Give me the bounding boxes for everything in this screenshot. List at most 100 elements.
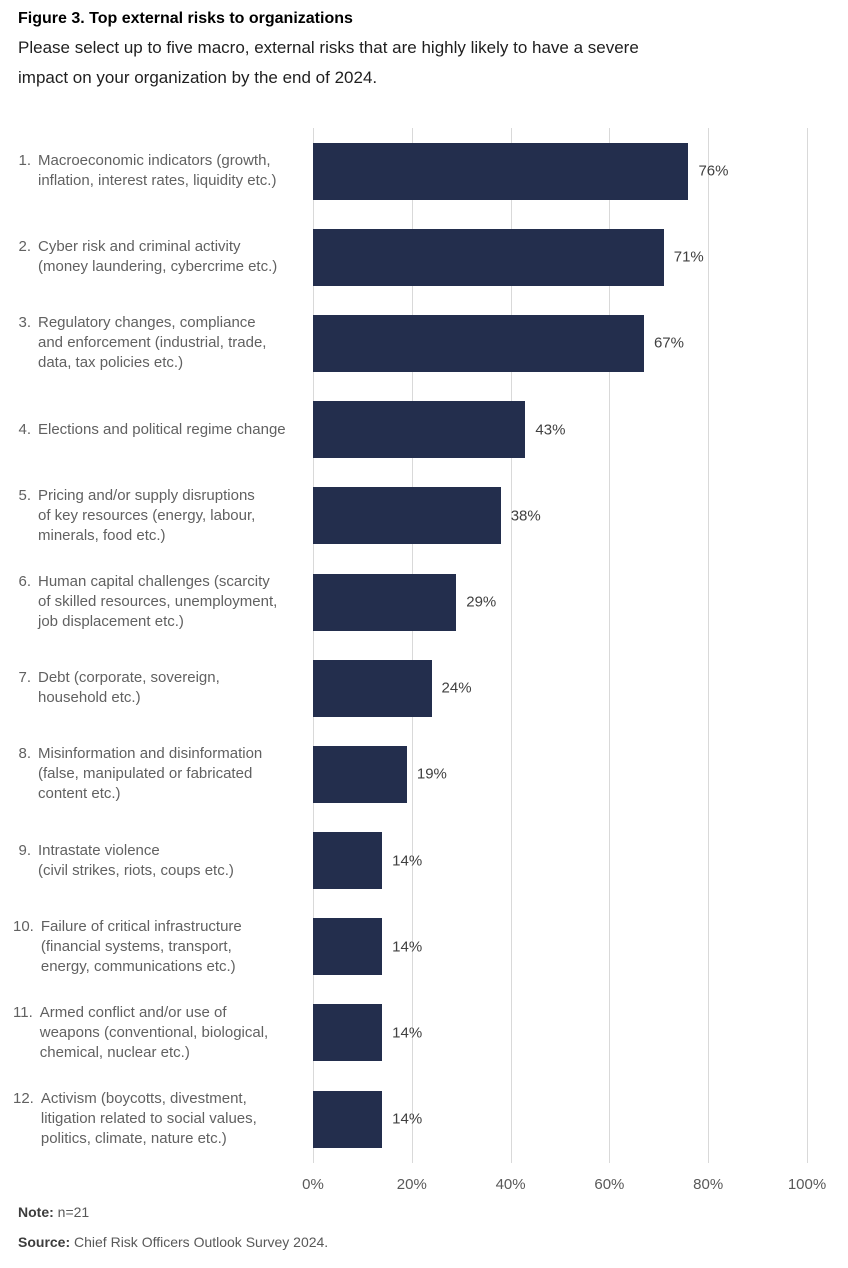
category-cell: 9. Intrastate violence (civil strikes, r… bbox=[0, 841, 313, 881]
gridline bbox=[313, 128, 314, 1163]
category-label: Activism (boycotts, divestment, litigati… bbox=[40, 1090, 257, 1148]
value-label: 14% bbox=[392, 938, 423, 956]
figure-subtitle: Please select up to five macro, external… bbox=[18, 38, 639, 87]
category-number: 2. bbox=[18, 238, 31, 256]
category-label: Macroeconomic indicators (growth, inflat… bbox=[38, 152, 277, 190]
note-label: Note: bbox=[18, 1204, 54, 1220]
category-number: 11. bbox=[13, 1003, 33, 1021]
bar-cell: 43% bbox=[313, 401, 807, 459]
bar bbox=[313, 659, 432, 717]
category-label: Failure of critical infrastructure (fina… bbox=[40, 917, 242, 975]
category-cell: 3. Regulatory changes, compliance and en… bbox=[0, 313, 313, 373]
bar bbox=[313, 228, 664, 286]
bar-cell: 24% bbox=[313, 659, 807, 717]
x-tick-label: 0% bbox=[302, 1176, 324, 1193]
x-tick-label: 40% bbox=[495, 1176, 526, 1193]
x-tick-label: 20% bbox=[396, 1176, 427, 1193]
category-label: Intrastate violence (civil strikes, riot… bbox=[38, 841, 234, 879]
category-cell: 2. Cyber risk and criminal activity (mon… bbox=[0, 237, 313, 277]
bar bbox=[313, 832, 383, 890]
figure-header: Figure 3. Top external risks to organiza… bbox=[18, 8, 834, 93]
value-label: 14% bbox=[392, 852, 423, 870]
category-cell: 8. Misinformation and disinformation (fa… bbox=[0, 744, 313, 804]
table-row: 10. Failure of critical infrastructure (… bbox=[0, 904, 848, 990]
category-cell: 4. Elections and political regime change bbox=[0, 420, 313, 440]
bar-chart: 1. Macroeconomic indicators (growth, inf… bbox=[0, 128, 848, 1193]
bar-cell: 29% bbox=[313, 573, 807, 631]
bar-cell: 14% bbox=[313, 1004, 807, 1062]
category-cell: 7. Debt (corporate, sovereign, household… bbox=[0, 668, 313, 708]
gridline bbox=[411, 128, 413, 1163]
value-label: 24% bbox=[441, 679, 472, 697]
source-text: Chief Risk Officers Outlook Survey 2024. bbox=[74, 1234, 329, 1250]
category-cell: 11. Armed conflict and/or use of weapons… bbox=[0, 1003, 313, 1063]
category-number: 4. bbox=[18, 420, 31, 438]
value-label: 29% bbox=[466, 593, 497, 611]
source-label: Source: bbox=[18, 1234, 71, 1250]
table-row: 3. Regulatory changes, compliance and en… bbox=[0, 300, 848, 386]
table-row: 2. Cyber risk and criminal activity (mon… bbox=[0, 214, 848, 300]
value-label: 14% bbox=[392, 1024, 423, 1042]
category-number: 3. bbox=[18, 314, 31, 332]
bar bbox=[313, 1004, 383, 1062]
x-tick-label: 60% bbox=[594, 1176, 625, 1193]
table-row: 1. Macroeconomic indicators (growth, inf… bbox=[0, 128, 848, 214]
category-number: 5. bbox=[18, 486, 31, 504]
note-text: n=21 bbox=[57, 1204, 90, 1220]
bar bbox=[313, 918, 383, 976]
source-line: Source: Chief Risk Officers Outlook Surv… bbox=[18, 1234, 328, 1250]
bar bbox=[313, 1090, 383, 1148]
category-cell: 12. Activism (boycotts, divestment, liti… bbox=[0, 1089, 313, 1149]
value-label: 14% bbox=[392, 1110, 423, 1128]
category-number: 10. bbox=[13, 917, 34, 935]
category-label: Armed conflict and/or use of weapons (co… bbox=[39, 1003, 269, 1061]
figure-title: Figure 3. Top external risks to organiza… bbox=[18, 10, 353, 27]
table-row: 12. Activism (boycotts, divestment, liti… bbox=[0, 1076, 848, 1162]
category-label: Regulatory changes, compliance and enfor… bbox=[38, 314, 267, 372]
bar-cell: 67% bbox=[313, 314, 807, 372]
value-label: 71% bbox=[673, 248, 704, 266]
value-label: 67% bbox=[653, 334, 684, 352]
value-label: 38% bbox=[510, 507, 541, 525]
category-number: 8. bbox=[18, 745, 31, 763]
gridline bbox=[807, 128, 808, 1163]
category-cell: 5. Pricing and/or supply disruptions of … bbox=[0, 486, 313, 546]
bar bbox=[313, 401, 526, 459]
bar-cell: 71% bbox=[313, 228, 807, 286]
bar-cell: 14% bbox=[313, 918, 807, 976]
table-row: 11. Armed conflict and/or use of weapons… bbox=[0, 990, 848, 1076]
category-number: 1. bbox=[18, 152, 31, 170]
bar-cell: 76% bbox=[313, 142, 807, 200]
bar bbox=[313, 573, 457, 631]
x-axis: 0% 20% 40% 60% 80% 100% bbox=[302, 1176, 826, 1196]
table-row: 6. Human capital challenges (scarcity of… bbox=[0, 559, 848, 645]
table-row: 5. Pricing and/or supply disruptions of … bbox=[0, 473, 848, 559]
x-tick-label: 100% bbox=[787, 1176, 827, 1193]
category-label: Debt (corporate, sovereign, household et… bbox=[38, 669, 220, 707]
category-number: 12. bbox=[13, 1090, 34, 1108]
category-number: 6. bbox=[18, 573, 31, 591]
bar bbox=[313, 487, 501, 545]
table-row: 4. Elections and political regime change… bbox=[0, 387, 848, 473]
category-label: Cyber risk and criminal activity (money … bbox=[38, 238, 278, 276]
plot-area bbox=[313, 128, 808, 1163]
value-label: 19% bbox=[416, 765, 447, 783]
bar-cell: 19% bbox=[313, 745, 807, 803]
gridline bbox=[609, 128, 611, 1163]
bar-cell: 14% bbox=[313, 832, 807, 890]
value-label: 76% bbox=[698, 162, 729, 180]
bar bbox=[313, 745, 407, 803]
category-cell: 1. Macroeconomic indicators (growth, inf… bbox=[0, 151, 313, 191]
category-number: 9. bbox=[18, 841, 31, 859]
category-label: Pricing and/or supply disruptions of key… bbox=[38, 486, 256, 544]
category-label: Elections and political regime change bbox=[38, 420, 286, 438]
category-cell: 10. Failure of critical infrastructure (… bbox=[0, 917, 313, 977]
note-line: Note: n=21 bbox=[18, 1204, 89, 1220]
category-label: Misinformation and disinformation (false… bbox=[38, 745, 263, 803]
bar bbox=[313, 142, 689, 200]
bar-cell: 38% bbox=[313, 487, 807, 545]
category-label: Human capital challenges (scarcity of sk… bbox=[38, 573, 278, 631]
category-cell: 6. Human capital challenges (scarcity of… bbox=[0, 572, 313, 632]
table-row: 7. Debt (corporate, sovereign, household… bbox=[0, 645, 848, 731]
category-number: 7. bbox=[18, 669, 31, 687]
